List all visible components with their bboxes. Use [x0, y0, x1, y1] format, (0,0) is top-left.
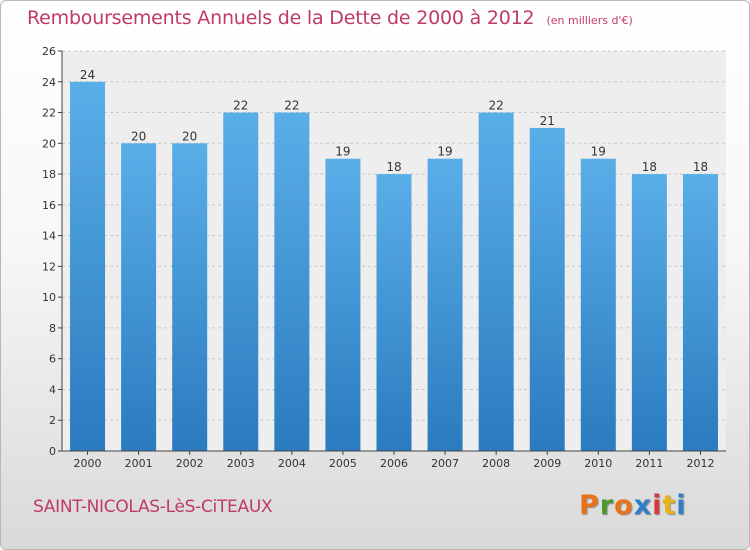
logo-letter: x	[633, 490, 653, 521]
bar	[682, 174, 718, 452]
x-tick-label: 2003	[227, 457, 255, 470]
y-tick-label: 16	[42, 199, 56, 212]
logo-letter: i	[652, 490, 663, 521]
bar	[580, 158, 616, 451]
bar	[478, 112, 514, 452]
y-tick-label: 20	[42, 137, 56, 150]
logo-letter: P	[579, 490, 600, 521]
logo-letter: r	[599, 490, 615, 521]
y-tick-label: 12	[42, 260, 56, 273]
x-tick-label: 2006	[380, 457, 408, 470]
data-label: 22	[489, 99, 504, 113]
data-label: 18	[642, 160, 657, 174]
y-tick-label: 6	[49, 353, 56, 366]
data-label: 20	[131, 129, 146, 143]
commune-name: SAINT-NICOLAS-LèS-CiTEAUX	[33, 497, 273, 517]
y-tick-label: 10	[42, 291, 56, 304]
data-label: 20	[182, 129, 197, 143]
bar	[223, 112, 259, 452]
data-label: 24	[80, 68, 95, 82]
y-tick-label: 22	[42, 107, 56, 120]
x-tick-label: 2004	[278, 457, 306, 470]
data-label: 19	[335, 145, 350, 159]
x-tick-label: 2009	[533, 457, 561, 470]
x-tick-labels: 2000 2001 2002 2003 2004 2005 2006 2007 2008 2009…	[74, 457, 715, 470]
logo-letter: o	[614, 490, 634, 521]
data-label: 19	[437, 145, 452, 159]
y-tick-label: 18	[42, 168, 56, 181]
y-tick-label: 14	[42, 230, 56, 243]
bar	[274, 112, 310, 452]
x-tick-label: 2000	[74, 457, 102, 470]
y-tick-label: 8	[49, 322, 56, 335]
bar	[325, 158, 361, 451]
data-label: 18	[693, 160, 708, 174]
y-tick-label: 26	[42, 45, 56, 58]
data-label: 18	[386, 160, 401, 174]
x-tick-label: 2012	[686, 457, 714, 470]
data-label: 19	[591, 145, 606, 159]
x-tick-label: 2005	[329, 457, 357, 470]
y-tick-label: 0	[49, 445, 56, 458]
logo-letter: i	[676, 490, 687, 521]
bars	[70, 81, 718, 452]
bar	[376, 174, 412, 452]
chart-unit: (en milliers d'€)	[546, 14, 633, 27]
x-tick-label: 2011	[635, 457, 663, 470]
x-tick-label: 2010	[584, 457, 612, 470]
chart-header: Remboursements Annuels de la Dette de 20…	[27, 7, 633, 29]
y-tick-label: 2	[49, 414, 56, 427]
y-tick-label: 4	[49, 383, 56, 396]
x-tick-label: 2002	[176, 457, 204, 470]
bar	[427, 158, 463, 451]
bar	[172, 143, 208, 452]
axes	[58, 50, 726, 455]
data-label: 21	[540, 114, 555, 128]
y-tick-label: 24	[42, 76, 56, 89]
data-labels: 24 20 20 22 22 19 18 19 22 21 19 18 18	[80, 68, 708, 174]
chart-title: Remboursements Annuels de la Dette de 20…	[27, 7, 535, 29]
bar	[121, 143, 157, 452]
x-tick-label: 2008	[482, 457, 510, 470]
data-label: 22	[284, 99, 299, 113]
x-tick-label: 2007	[431, 457, 459, 470]
bar	[631, 174, 667, 452]
proxiti-logo: Proxiti	[579, 490, 687, 521]
logo-letter: t	[662, 490, 677, 521]
bar	[529, 127, 565, 451]
bar	[70, 81, 106, 452]
x-tick-label: 2001	[125, 457, 153, 470]
data-label: 22	[233, 99, 248, 113]
